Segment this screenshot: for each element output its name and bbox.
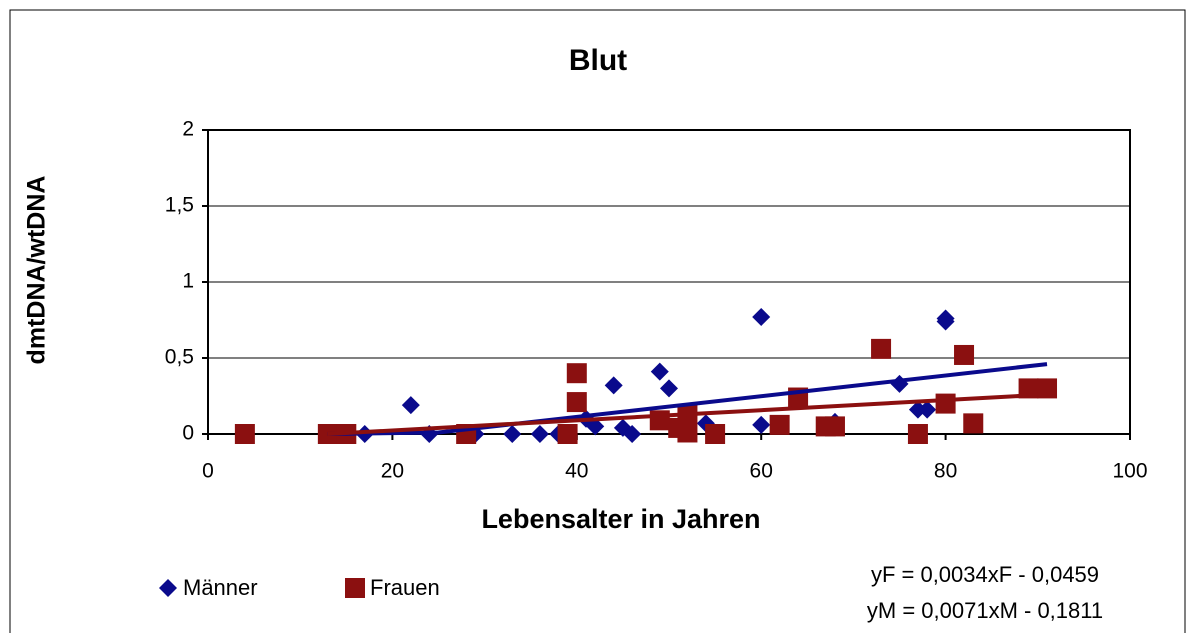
legend-marker <box>159 579 177 597</box>
y-tick-label: 1 <box>182 270 194 293</box>
data-point <box>660 379 678 398</box>
y-axis-label: dmtDNA/wtDNA <box>23 176 51 365</box>
annotation: yF = 0,0034xF - 0,0459 <box>871 562 1099 587</box>
data-point <box>963 413 984 434</box>
x-tick-label: 0 <box>202 460 214 483</box>
legend-marker <box>345 578 365 598</box>
data-point <box>752 307 771 326</box>
legend-label: Männer <box>183 575 258 600</box>
chart-frame <box>9 9 1186 633</box>
data-point <box>566 363 587 384</box>
data-point <box>907 424 928 444</box>
data-point <box>954 344 975 365</box>
legend-label: Frauen <box>370 575 440 600</box>
data-point <box>908 400 927 419</box>
trendline <box>327 392 1048 436</box>
data-point <box>918 400 937 419</box>
data-point <box>566 392 587 413</box>
chart-title: Blut <box>569 44 627 77</box>
x-axis-label: Lebensalter in Jahren <box>481 504 760 534</box>
data-point <box>401 396 420 415</box>
data-point <box>649 410 670 431</box>
x-tick-label: 40 <box>565 460 588 483</box>
y-tick-label: 2 <box>182 118 194 141</box>
y-tick-label: 0 <box>182 422 194 445</box>
annotation: yM = 0,0071xM - 0,1811 <box>867 598 1103 623</box>
data-point <box>705 424 726 444</box>
data-point <box>824 416 845 437</box>
x-tick-label: 80 <box>934 460 957 483</box>
data-point <box>936 312 955 331</box>
data-point <box>871 338 892 359</box>
data-point <box>604 376 623 395</box>
y-tick-label: 0,5 <box>165 346 194 369</box>
x-tick-label: 100 <box>1112 460 1147 483</box>
data-point <box>586 417 605 436</box>
data-point <box>234 424 255 444</box>
data-point <box>677 422 698 443</box>
data-point <box>935 393 956 414</box>
data-point <box>650 362 669 381</box>
data-point <box>769 414 790 435</box>
x-tick-label: 20 <box>381 460 404 483</box>
y-tick-label: 1,5 <box>165 194 194 217</box>
data-point <box>557 424 578 444</box>
data-point <box>752 415 771 434</box>
data-point <box>530 425 549 443</box>
x-tick-label: 60 <box>750 460 773 483</box>
data-point <box>623 425 642 443</box>
data-point <box>503 425 522 443</box>
